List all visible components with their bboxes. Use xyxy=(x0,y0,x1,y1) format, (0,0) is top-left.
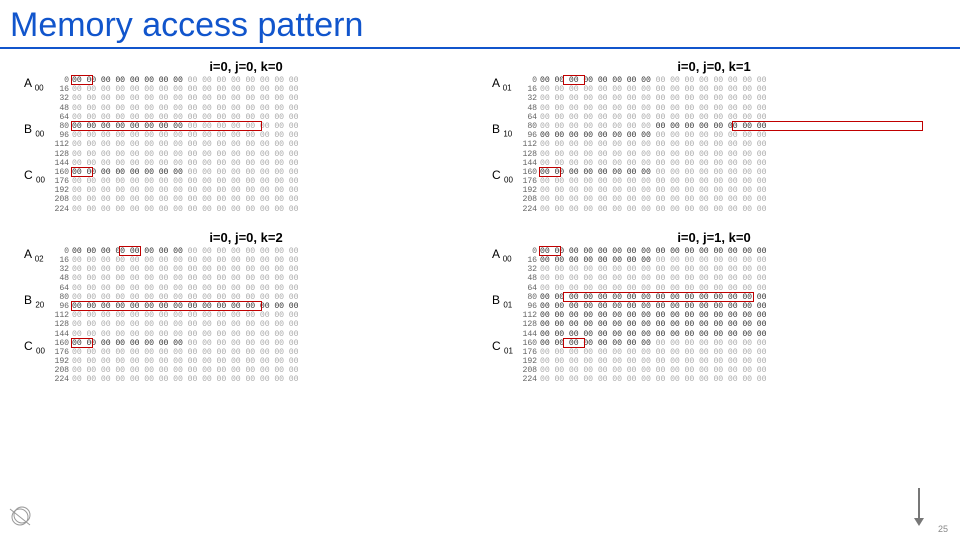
panel-caption: i=0, j=1, k=0 xyxy=(490,230,938,245)
matrix-label: C 00 xyxy=(24,339,45,355)
matrix-label: B 01 xyxy=(492,293,512,309)
scroll-arrow-icon xyxy=(912,486,926,526)
matrix-label: C 00 xyxy=(24,168,45,184)
matrix-label: C 01 xyxy=(492,339,513,355)
panel-caption: i=0, j=0, k=2 xyxy=(22,230,470,245)
memory-panels-grid: i=0, j=0, k=0 A 00B 00C 00000 00 00 00 00… xyxy=(0,49,960,385)
hex-dump: A 00B 01C 01000 00 00 00 00 00 00 00 00 … xyxy=(520,247,938,385)
cern-logo xyxy=(8,503,34,534)
memory-panel: i=0, j=0, k=2 A 02B 20C 00000 00 00 00 00… xyxy=(22,230,470,385)
matrix-label: C 00 xyxy=(492,168,513,184)
matrix-label: A 01 xyxy=(492,76,512,92)
page-number: 25 xyxy=(938,524,948,534)
page-title: Memory access pattern xyxy=(0,0,960,49)
matrix-label: A 02 xyxy=(24,247,44,263)
matrix-label: A 00 xyxy=(492,247,512,263)
memory-panel: i=0, j=0, k=0 A 00B 00C 00000 00 00 00 00… xyxy=(22,59,470,214)
hex-dump: A 00B 00C 00000 00 00 00 00 00 00 00 00 … xyxy=(52,76,470,214)
panel-caption: i=0, j=0, k=1 xyxy=(490,59,938,74)
memory-panel: i=0, j=0, k=1 A 01B 10C 00000 00 00 00 00… xyxy=(490,59,938,214)
panel-caption: i=0, j=0, k=0 xyxy=(22,59,470,74)
hex-dump: A 02B 20C 00000 00 00 00 00 00 00 00 00 … xyxy=(52,247,470,385)
matrix-label: B 10 xyxy=(492,122,512,138)
matrix-label: B 20 xyxy=(24,293,44,309)
hex-dump: A 01B 10C 00000 00 00 00 00 00 00 00 00 … xyxy=(520,76,938,214)
memory-panel: i=0, j=1, k=0 A 00B 01C 01000 00 00 00 00… xyxy=(490,230,938,385)
matrix-label: B 00 xyxy=(24,122,44,138)
matrix-label: A 00 xyxy=(24,76,44,92)
